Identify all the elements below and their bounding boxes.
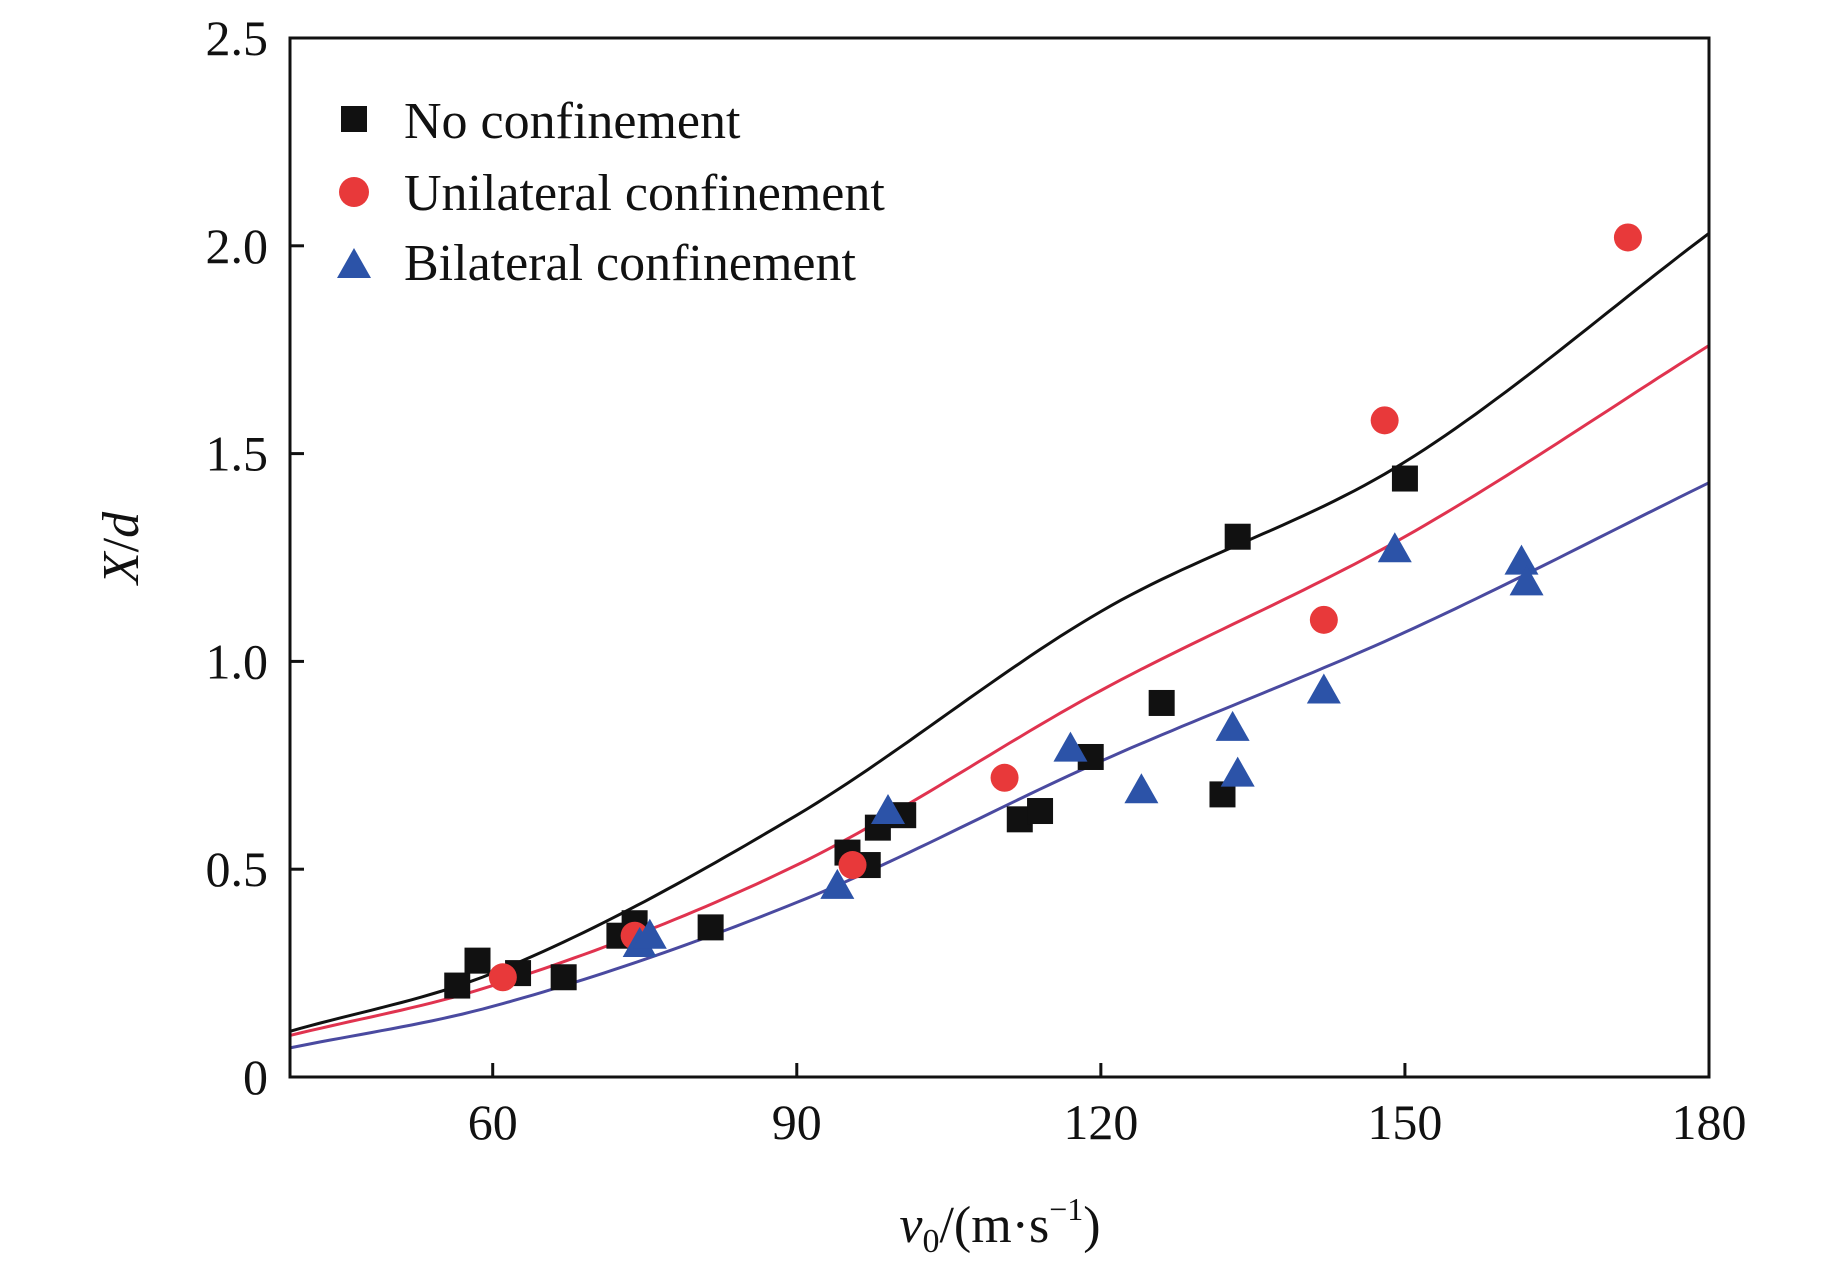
point-unilateral-confinement [838, 851, 867, 880]
y-axis-var2: d [93, 511, 150, 538]
y-tick-label: 0 [243, 1049, 268, 1105]
fit-curve-bilateral-confinement [289, 481, 1710, 1050]
legend-label-no-confinement: No confinement [404, 93, 741, 150]
x-axis-unit-close: ) [1083, 1197, 1100, 1254]
point-bilateral-confinement [820, 868, 855, 899]
point-no-confinement [464, 947, 491, 974]
x-axis-unit-open: /(m·s [939, 1197, 1049, 1254]
point-bilateral-confinement [871, 794, 906, 825]
point-no-confinement [1148, 689, 1175, 716]
x-axis-title: v0/(m·s−1) [899, 1191, 1100, 1260]
point-unilateral-confinement [488, 963, 517, 992]
point-no-confinement [444, 972, 471, 999]
x-tick-label: 60 [468, 1094, 518, 1150]
y-axis-title: X/d [93, 511, 150, 586]
y-tick-label: 2.0 [206, 218, 269, 274]
y-axis-var1: X [93, 550, 150, 586]
x-tick-label: 180 [1672, 1094, 1747, 1150]
x-tick-label: 150 [1367, 1094, 1442, 1150]
point-no-confinement [1027, 798, 1054, 825]
y-tick-label: 2.5 [206, 10, 269, 66]
y-tick-label: 0.5 [206, 841, 269, 897]
legend-label-unilateral-confinement: Unilateral confinement [404, 165, 885, 222]
point-bilateral-confinement [1306, 673, 1341, 704]
fit-curve-unilateral-confinement [289, 344, 1710, 1037]
point-bilateral-confinement [1220, 756, 1255, 787]
legend-marker-triangle [337, 248, 371, 278]
legend: No confinement Unilateral confinement Bi… [337, 93, 885, 292]
data-points [444, 223, 1642, 999]
y-tick-label: 1.0 [206, 633, 269, 689]
point-no-confinement [1224, 523, 1251, 550]
point-bilateral-confinement [1053, 731, 1088, 762]
point-unilateral-confinement [1309, 605, 1338, 634]
legend-marker-circle [339, 177, 369, 207]
point-bilateral-confinement [1377, 532, 1412, 563]
x-axis-unit-exp: −1 [1049, 1191, 1083, 1227]
point-no-confinement [697, 914, 724, 941]
legend-label-bilateral-confinement: Bilateral confinement [404, 235, 856, 292]
y-axis-sep: / [93, 537, 150, 552]
point-no-confinement [550, 964, 577, 991]
fit-curves [289, 232, 1710, 1050]
point-bilateral-confinement [632, 918, 667, 949]
x-axis-var: v [899, 1197, 923, 1254]
y-tick-label: 1.5 [206, 426, 269, 482]
legend-marker-square [341, 106, 367, 132]
plot-frame [288, 36, 1711, 1079]
point-bilateral-confinement [1215, 710, 1250, 741]
point-bilateral-confinement [1509, 565, 1544, 596]
point-no-confinement [1391, 465, 1418, 492]
point-unilateral-confinement [990, 763, 1019, 792]
x-tick-label: 90 [772, 1094, 822, 1150]
x-tick-label: 120 [1063, 1094, 1138, 1150]
point-unilateral-confinement [1370, 406, 1399, 435]
point-bilateral-confinement [1504, 544, 1539, 575]
x-axis-sub: 0 [922, 1223, 939, 1260]
fit-curve-no-confinement [289, 232, 1710, 1033]
axis-ticks: 60 90 120 150 180 0 0.5 1.0 1.5 2.0 2.5 [206, 10, 1747, 1150]
point-unilateral-confinement [1613, 223, 1642, 252]
point-bilateral-confinement [1124, 773, 1159, 804]
